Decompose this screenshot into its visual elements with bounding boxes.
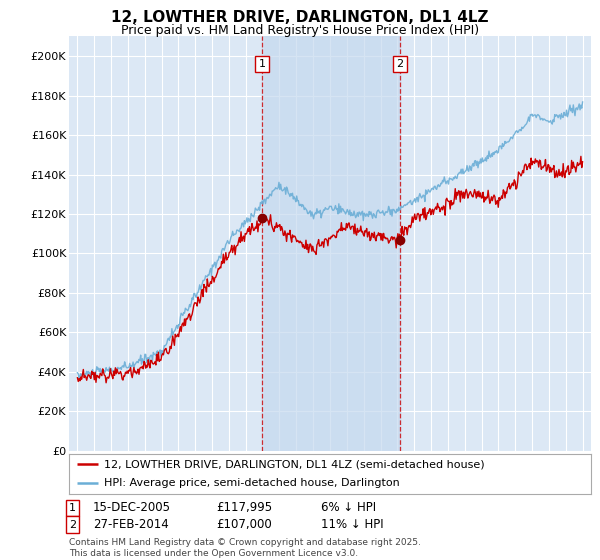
- Text: 1: 1: [69, 503, 76, 513]
- Text: £117,995: £117,995: [216, 501, 272, 515]
- Text: Price paid vs. HM Land Registry's House Price Index (HPI): Price paid vs. HM Land Registry's House …: [121, 24, 479, 36]
- Text: 2: 2: [69, 520, 76, 530]
- Text: 15-DEC-2005: 15-DEC-2005: [93, 501, 171, 515]
- Text: 12, LOWTHER DRIVE, DARLINGTON, DL1 4LZ: 12, LOWTHER DRIVE, DARLINGTON, DL1 4LZ: [111, 10, 489, 25]
- Text: 27-FEB-2014: 27-FEB-2014: [93, 518, 169, 531]
- Text: Contains HM Land Registry data © Crown copyright and database right 2025.
This d: Contains HM Land Registry data © Crown c…: [69, 538, 421, 558]
- Text: £107,000: £107,000: [216, 518, 272, 531]
- Text: HPI: Average price, semi-detached house, Darlington: HPI: Average price, semi-detached house,…: [104, 478, 400, 488]
- Text: 6% ↓ HPI: 6% ↓ HPI: [321, 501, 376, 515]
- Text: 1: 1: [259, 59, 265, 69]
- Text: 12, LOWTHER DRIVE, DARLINGTON, DL1 4LZ (semi-detached house): 12, LOWTHER DRIVE, DARLINGTON, DL1 4LZ (…: [104, 460, 485, 469]
- Bar: [262, 36, 400, 451]
- Text: 2: 2: [397, 59, 404, 69]
- Text: 11% ↓ HPI: 11% ↓ HPI: [321, 518, 383, 531]
